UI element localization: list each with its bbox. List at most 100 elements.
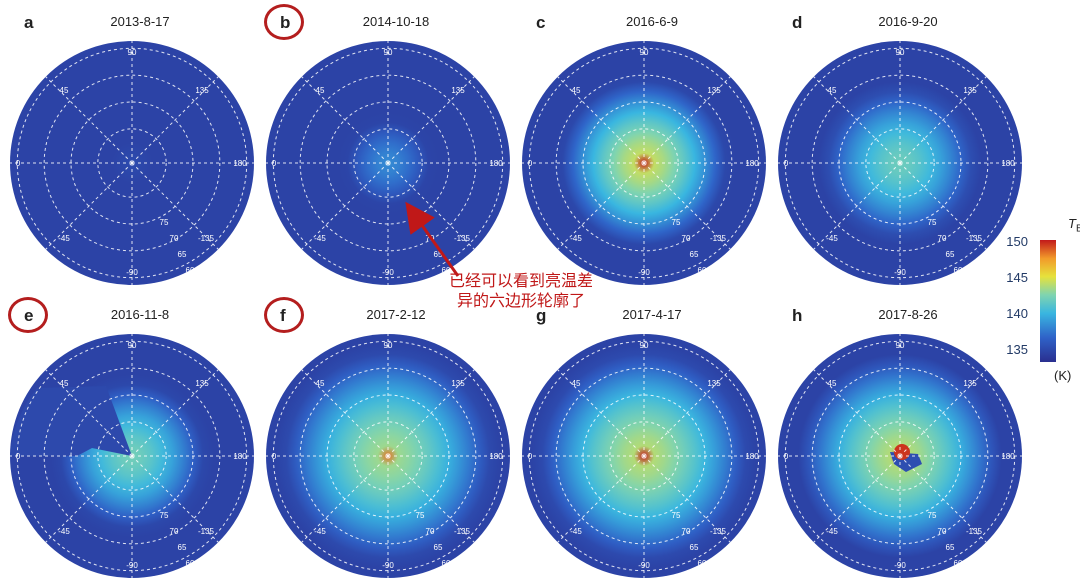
lat-label: 70 xyxy=(170,527,179,536)
colorbar-label: TB xyxy=(1068,216,1080,235)
lon-label: 135 xyxy=(707,86,721,95)
lon-label: 0 xyxy=(16,159,21,168)
colorbar-tick: 140 xyxy=(1006,306,1028,321)
lat-label: 60 xyxy=(954,559,963,568)
lon-label: 0 xyxy=(272,159,277,168)
lat-label: 75 xyxy=(672,218,681,227)
lon-label: -90 xyxy=(126,561,138,570)
lon-label: 90 xyxy=(640,48,649,57)
colorbar-tick: 145 xyxy=(1006,270,1028,285)
lat-label: 60 xyxy=(954,266,963,275)
lat-label: 60 xyxy=(698,559,707,568)
panel-letter: a xyxy=(24,13,34,32)
colorbar-tick: 135 xyxy=(1006,342,1028,357)
panel-letter: g xyxy=(536,306,547,325)
lon-label: -45 xyxy=(58,234,70,243)
lon-label: 90 xyxy=(896,48,905,57)
lon-label: -90 xyxy=(638,268,650,277)
lon-label: 0 xyxy=(272,452,277,461)
lon-label: -90 xyxy=(126,268,138,277)
panel-letter: d xyxy=(792,13,803,32)
lat-label: 75 xyxy=(672,511,681,520)
panel-letter: c xyxy=(536,13,546,32)
lon-label: 135 xyxy=(451,86,465,95)
lat-label: 60 xyxy=(442,266,451,275)
lon-label: -90 xyxy=(382,561,394,570)
polar-panel-g: 90 45 0 -45 -90 135 180 -135 75 70 65 60 g 2017-4-17 xyxy=(512,293,772,586)
lon-label: -45 xyxy=(826,234,838,243)
lon-label: -45 xyxy=(314,234,326,243)
lon-label: -45 xyxy=(58,527,70,536)
highlight-circle xyxy=(264,297,304,333)
panel-date: 2016-9-20 xyxy=(878,14,938,29)
panel-date: 2013-8-17 xyxy=(110,14,170,29)
lat-label: 75 xyxy=(928,511,937,520)
lon-label: 90 xyxy=(896,341,905,350)
panel-date: 2016-11-8 xyxy=(110,307,170,322)
lon-label: 0 xyxy=(528,452,533,461)
lon-label: 45 xyxy=(316,86,325,95)
annotation-line-2: 异的六边形轮廓了 xyxy=(456,293,585,310)
lon-label: 45 xyxy=(572,379,581,388)
lat-label: 65 xyxy=(178,250,187,259)
polar-panel-h: 90 45 0 -45 -90 135 180 -135 75 70 65 60 h 2017-8-26 xyxy=(768,293,1028,586)
lon-label: 180 xyxy=(1001,159,1015,168)
lon-label: 180 xyxy=(489,159,503,168)
lat-label: 70 xyxy=(938,527,947,536)
colorbar: TB 150 145 140 135 (K) xyxy=(1006,216,1080,383)
lon-label: 180 xyxy=(745,159,759,168)
lat-label: 60 xyxy=(186,559,195,568)
lat-label: 60 xyxy=(186,266,195,275)
lon-label: -90 xyxy=(638,561,650,570)
lat-label: 75 xyxy=(928,218,937,227)
lat-label: 60 xyxy=(698,266,707,275)
polar-panel-e: 90 45 0 -45 -90 135 180 -135 75 70 65 60 e 2016-11-8 xyxy=(0,293,260,586)
lat-label: 70 xyxy=(170,234,179,243)
panel-letter: f xyxy=(280,306,286,325)
colorbar-gradient xyxy=(1040,240,1056,362)
lon-label: -135 xyxy=(710,234,727,243)
lon-label: 90 xyxy=(384,341,393,350)
lon-label: 45 xyxy=(828,379,837,388)
lat-label: 70 xyxy=(682,234,691,243)
lon-label: 0 xyxy=(528,159,533,168)
highlight-circle xyxy=(8,297,48,333)
lon-label: 45 xyxy=(572,86,581,95)
lon-label: -135 xyxy=(198,234,215,243)
lon-label: 45 xyxy=(60,379,69,388)
highlight-circle xyxy=(264,4,304,40)
colorbar-tick: 150 xyxy=(1006,234,1028,249)
panel-letter: h xyxy=(792,306,803,325)
lat-label: 75 xyxy=(416,511,425,520)
lon-label: -135 xyxy=(454,527,471,536)
lon-label: 180 xyxy=(233,452,247,461)
lat-label: 70 xyxy=(938,234,947,243)
lon-label: -135 xyxy=(198,527,215,536)
lon-label: -45 xyxy=(570,234,582,243)
annotation-line-1: 已经可以看到亮温差 xyxy=(448,273,593,290)
polar-panel-a: 90 45 0 -45 -90 135 180 -135 75 70 65 60 a 2013-8-17 xyxy=(0,0,260,293)
lat-label: 65 xyxy=(178,543,187,552)
lat-label: 70 xyxy=(682,527,691,536)
lat-label: 65 xyxy=(946,543,955,552)
lon-label: -135 xyxy=(454,234,471,243)
lon-label: 135 xyxy=(707,379,721,388)
lon-label: 45 xyxy=(60,86,69,95)
lon-label: -135 xyxy=(966,527,983,536)
panel-date: 2017-4-17 xyxy=(622,307,682,322)
lon-label: 135 xyxy=(451,379,465,388)
lon-label: 180 xyxy=(1001,452,1015,461)
lon-label: 90 xyxy=(128,48,137,57)
lon-label: 0 xyxy=(784,159,789,168)
lon-label: 90 xyxy=(640,341,649,350)
lat-label: 65 xyxy=(434,543,443,552)
panel-date: 2014-10-18 xyxy=(362,14,430,29)
